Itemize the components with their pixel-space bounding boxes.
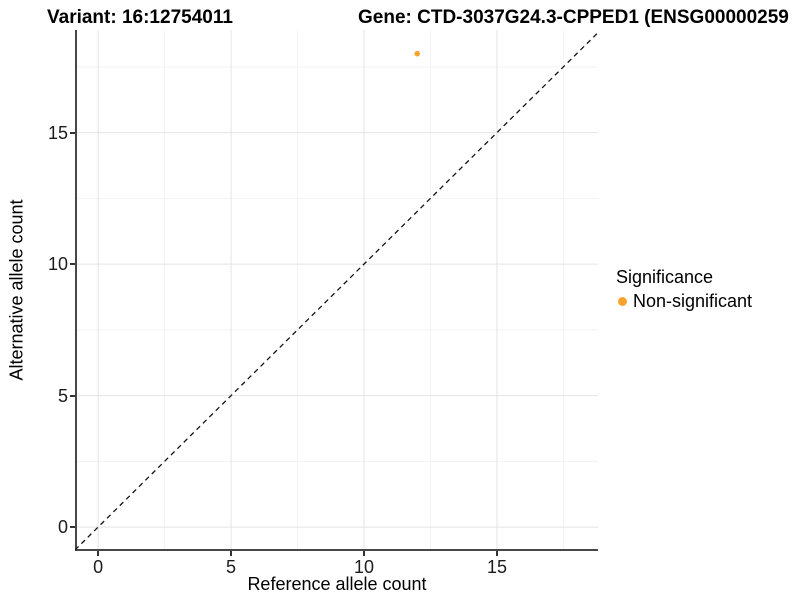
x-tick-mark [495, 551, 498, 556]
y-tick-mark [70, 394, 75, 397]
identity-line [74, 32, 599, 551]
data-point [414, 50, 420, 57]
x-tick-mark [97, 551, 100, 556]
legend-point-icon [618, 296, 627, 306]
x-tick-label: 15 [486, 557, 507, 577]
x-tick-mark [230, 551, 233, 556]
legend-title: Significance [616, 267, 714, 287]
y-tick-mark [70, 263, 75, 266]
variant-title: Variant: 16:12754011 [47, 7, 233, 28]
legend: Significance Non-significant [616, 266, 752, 312]
legend-item-label: Non-significant [633, 291, 753, 311]
y-tick-mark [70, 526, 75, 529]
y-tick-mark [70, 131, 75, 134]
x-tick-label: 0 [93, 557, 104, 577]
plot-canvas [74, 30, 599, 551]
x-tick-label: 10 [354, 557, 375, 577]
y-tick-label: 0 [57, 517, 68, 538]
legend-item-non-significant: Non-significant [616, 290, 752, 312]
x-tick-mark [363, 551, 366, 556]
y-tick-label: 15 [47, 122, 68, 143]
x-axis-title: Reference allele count [247, 574, 427, 594]
y-tick-label: 10 [47, 254, 68, 275]
plot-panel [74, 30, 599, 551]
gene-title: Gene: CTD-3037G24.3-CPPED1 (ENSG00000259 [358, 7, 789, 28]
y-tick-label: 5 [57, 385, 68, 406]
y-axis-title: Alternative allele count [6, 199, 27, 381]
x-tick-label: 5 [226, 557, 237, 577]
